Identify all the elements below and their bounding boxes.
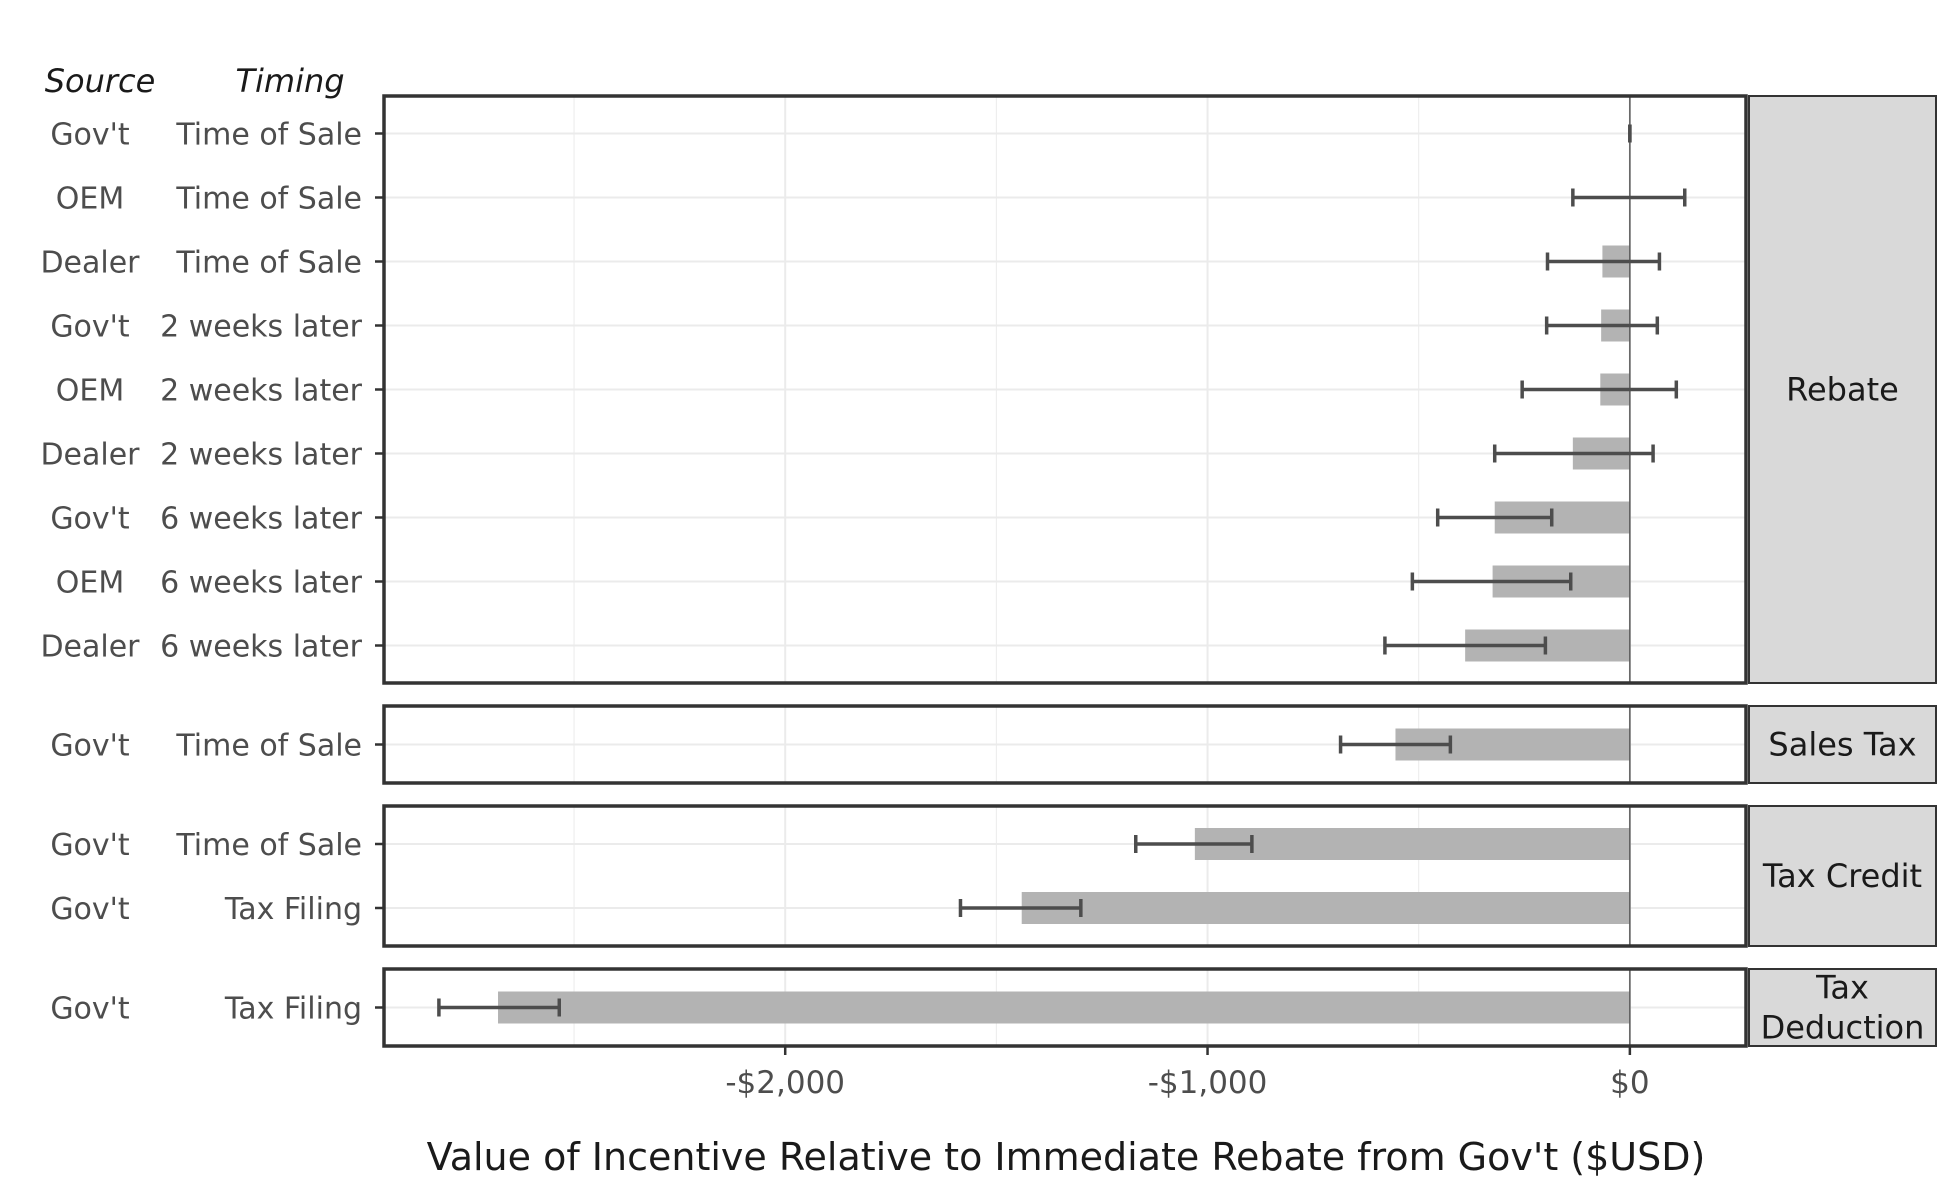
facet-strip-label: Sales Tax [1768,726,1916,764]
bar [498,991,1630,1024]
timing-label: 2 weeks later [160,374,363,409]
source-label: OEM [56,566,124,601]
error-bar [1520,380,1679,399]
facet-panel: Time of Sale Gov't Time of Sale OEM Time of … [40,94,1937,685]
facet-strip [1748,805,1937,947]
error-bar [1492,444,1655,463]
timing-label: 6 weeks later [160,630,363,665]
facet-strip-label: Tax [1815,969,1869,1007]
x-axis: -$2,000 -$1,000 $0 [725,1046,1650,1101]
source-label: Dealer [40,630,140,665]
source-label: Dealer [40,438,140,473]
x-axis-title: Value of Incentive Relative to Immediate… [427,1135,1706,1179]
timing-label: Tax Filing [224,992,362,1027]
error-bar [1133,835,1254,853]
error-bar [1410,572,1573,591]
timing-label: 6 weeks later [160,502,363,537]
error-bar [958,899,1083,917]
timing-column-header: Timing [235,62,344,100]
x-tick-label: -$2,000 [725,1065,845,1101]
source-label: Gov't [50,892,130,927]
source-label: Gov't [50,729,130,764]
timing-label: Time of Sale [175,118,362,153]
facet-strip-label: Rebate [1786,371,1899,409]
timing-label: Time of Sale [175,182,362,217]
source-label: OEM [56,182,124,217]
error-bar [1544,316,1660,335]
facet-panels: Time of Sale Gov't Time of Sale OEM Time of … [40,94,1937,1048]
source-label: Gov't [50,992,130,1027]
facet-strip-label: Tax Credit [1762,857,1922,895]
facet-panel: Time of Sale Gov't Sales Tax [50,704,1937,785]
panel-border [382,804,1748,948]
timing-label: Time of Sale [175,729,362,764]
source-label: Gov't [50,310,130,345]
facet-strip-label: Deduction [1761,1009,1925,1047]
timing-label: Time of Sale [175,828,362,863]
timing-label: 2 weeks later [160,310,363,345]
source-label: Gov't [50,828,130,863]
error-bar [1383,636,1548,655]
timing-label: 6 weeks later [160,566,363,601]
bar [1021,892,1630,924]
error-bar [1571,188,1687,207]
x-tick-label: $0 [1610,1065,1649,1101]
timing-label: Tax Filing [224,892,362,927]
x-tick-label: -$1,000 [1148,1065,1268,1101]
source-column-header: Source [45,62,156,100]
source-label: Gov't [50,502,130,537]
source-label: Gov't [50,118,130,153]
source-label: OEM [56,374,124,409]
timing-label: 2 weeks later [160,438,363,473]
source-label: Dealer [40,246,140,281]
error-bar [1435,508,1554,527]
timing-label: Time of Sale [175,246,362,281]
facet-strip [1748,95,1937,684]
error-bar [1338,735,1453,754]
error-bar [1545,252,1662,271]
bar [1194,828,1630,860]
facet-panel: Time of Sale Gov't Tax Filing Gov't Tax Cred… [50,804,1937,948]
facet-strip [1748,705,1937,784]
facet-strip [1748,968,1937,1047]
error-bar [437,998,562,1017]
